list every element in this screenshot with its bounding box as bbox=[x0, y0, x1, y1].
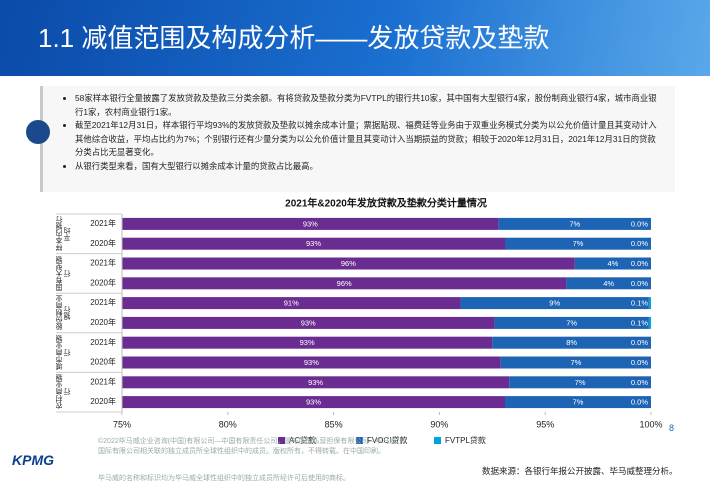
value-label: 93% bbox=[306, 398, 321, 407]
y-tick-label: 2020年 bbox=[90, 238, 116, 248]
value-label: 0.1% bbox=[631, 318, 648, 327]
y-tick-label: 2020年 bbox=[90, 357, 116, 367]
legend-label: AC贷款 bbox=[289, 435, 316, 445]
value-label: 0.0% bbox=[631, 378, 648, 387]
value-label: 93% bbox=[304, 358, 319, 367]
value-label: 4% bbox=[603, 279, 614, 288]
value-label: 7% bbox=[569, 219, 580, 228]
bar-segment bbox=[122, 257, 575, 270]
bar-segment bbox=[509, 376, 651, 389]
x-tick-label: 100% bbox=[639, 419, 662, 429]
bar-segment bbox=[504, 237, 651, 250]
value-label: 91% bbox=[284, 299, 299, 308]
bar-segment bbox=[492, 336, 651, 349]
value-label: 7% bbox=[573, 239, 584, 248]
group-label: 样本内银行平均 bbox=[56, 216, 71, 252]
copyright: ©2022毕马威企业咨询(中国)有限公司—中国有限责任公司，是与英国私营担保有限… bbox=[98, 438, 397, 455]
bar-segment bbox=[494, 316, 649, 329]
x-tick-label: 90% bbox=[430, 419, 448, 429]
value-label: 96% bbox=[341, 259, 356, 268]
logo: KPMG bbox=[12, 452, 54, 468]
group-label: 国有大型银行 bbox=[56, 256, 71, 292]
legend-swatch bbox=[356, 437, 363, 444]
value-label: 93% bbox=[308, 378, 323, 387]
value-label: 0.0% bbox=[631, 279, 648, 288]
chart-title: 2021年&2020年发放贷款及垫款分类计量情况 bbox=[285, 197, 487, 210]
value-label: 93% bbox=[303, 219, 318, 228]
y-tick-label: 2020年 bbox=[90, 317, 116, 327]
x-tick-label: 75% bbox=[113, 419, 131, 429]
bar-segment bbox=[122, 316, 495, 329]
bar-segment bbox=[498, 217, 651, 230]
value-label: 0.0% bbox=[631, 239, 648, 248]
value-label: 93% bbox=[306, 239, 321, 248]
value-label: 93% bbox=[301, 318, 316, 327]
x-tick-label: 85% bbox=[325, 419, 343, 429]
bullet: 从银行类型来看，国有大型银行以摊余成本计量的贷款占比最高。 bbox=[75, 160, 663, 174]
value-label: 0.1% bbox=[631, 299, 648, 308]
value-label: 7% bbox=[566, 318, 577, 327]
x-tick-label: 80% bbox=[219, 419, 237, 429]
bar-segment bbox=[574, 257, 651, 270]
value-label: 0.0% bbox=[631, 398, 648, 407]
value-label: 96% bbox=[337, 279, 352, 288]
bar-segment bbox=[566, 277, 651, 290]
group-label: 股份制商业银行 bbox=[56, 295, 71, 331]
y-tick-label: 2021年 bbox=[90, 218, 116, 228]
header: 1.1 减值范围及构成分析——发放贷款及垫款 bbox=[0, 0, 710, 76]
bar-segment bbox=[648, 316, 651, 329]
bar-segment bbox=[122, 217, 499, 230]
y-tick-label: 2020年 bbox=[90, 396, 116, 406]
value-label: 93% bbox=[300, 338, 315, 347]
bar-segment bbox=[500, 356, 651, 369]
source: 数据来源：各银行年报公开披露、毕马威整理分析。 bbox=[482, 466, 678, 476]
bar-segment bbox=[460, 297, 649, 310]
bar-segment bbox=[122, 356, 501, 369]
value-label: 0.0% bbox=[631, 259, 648, 268]
value-label: 8% bbox=[566, 338, 577, 347]
bar-segment bbox=[122, 277, 567, 290]
value-label: 7% bbox=[570, 358, 581, 367]
trademark: 毕马威的名称和标识均为毕马威全球性组织中的独立成员所经许可后使用的商标。 bbox=[98, 475, 350, 482]
x-tick-label: 95% bbox=[536, 419, 554, 429]
group-label: 城市商业银行 bbox=[56, 335, 71, 371]
bar-segment bbox=[504, 396, 651, 409]
bar-segment bbox=[122, 376, 510, 389]
group-label: 农村商业银行 bbox=[56, 374, 71, 410]
bar-segment bbox=[122, 237, 505, 250]
value-label: 7% bbox=[573, 398, 584, 407]
legend-label: FVTPL贷款 bbox=[445, 435, 486, 445]
value-label: 4% bbox=[607, 259, 618, 268]
bullet: 58家样本银行全量披露了发放贷款及垫款三分类余额。有将贷款及垫款分类为FVTPL… bbox=[75, 92, 663, 119]
y-tick-label: 2021年 bbox=[90, 258, 116, 268]
value-label: 0.0% bbox=[631, 358, 648, 367]
legend-swatch bbox=[278, 437, 285, 444]
value-label: 0.0% bbox=[631, 338, 648, 347]
bullet-box: 58家样本银行全量披露了发放贷款及垫款三分类余额。有将贷款及垫款分类为FVTPL… bbox=[40, 86, 675, 192]
y-tick-label: 2020年 bbox=[90, 277, 116, 287]
bar-segment bbox=[122, 297, 461, 310]
bar-segment bbox=[122, 336, 493, 349]
y-tick-label: 2021年 bbox=[90, 376, 116, 386]
bullet-list: 58家样本银行全量披露了发放贷款及垫款三分类余额。有将贷款及垫款分类为FVTPL… bbox=[43, 86, 675, 174]
bullet: 截至2021年12月31日，样本银行平均93%的发放贷款及垫款以摊余成本计量；票… bbox=[75, 119, 663, 160]
bar-segment bbox=[648, 297, 651, 310]
page-number: 8 bbox=[669, 423, 675, 433]
bar-segment bbox=[122, 396, 505, 409]
icon bbox=[26, 120, 50, 144]
page-title: 1.1 减值范围及构成分析——发放贷款及垫款 bbox=[38, 23, 550, 53]
y-tick-label: 2021年 bbox=[90, 297, 116, 307]
legend-swatch bbox=[434, 437, 441, 444]
y-tick-label: 2021年 bbox=[90, 337, 116, 347]
value-label: 0.0% bbox=[631, 219, 648, 228]
value-label: 9% bbox=[549, 299, 560, 308]
value-label: 7% bbox=[575, 378, 586, 387]
legend-label: FVOCI贷款 bbox=[367, 435, 407, 445]
